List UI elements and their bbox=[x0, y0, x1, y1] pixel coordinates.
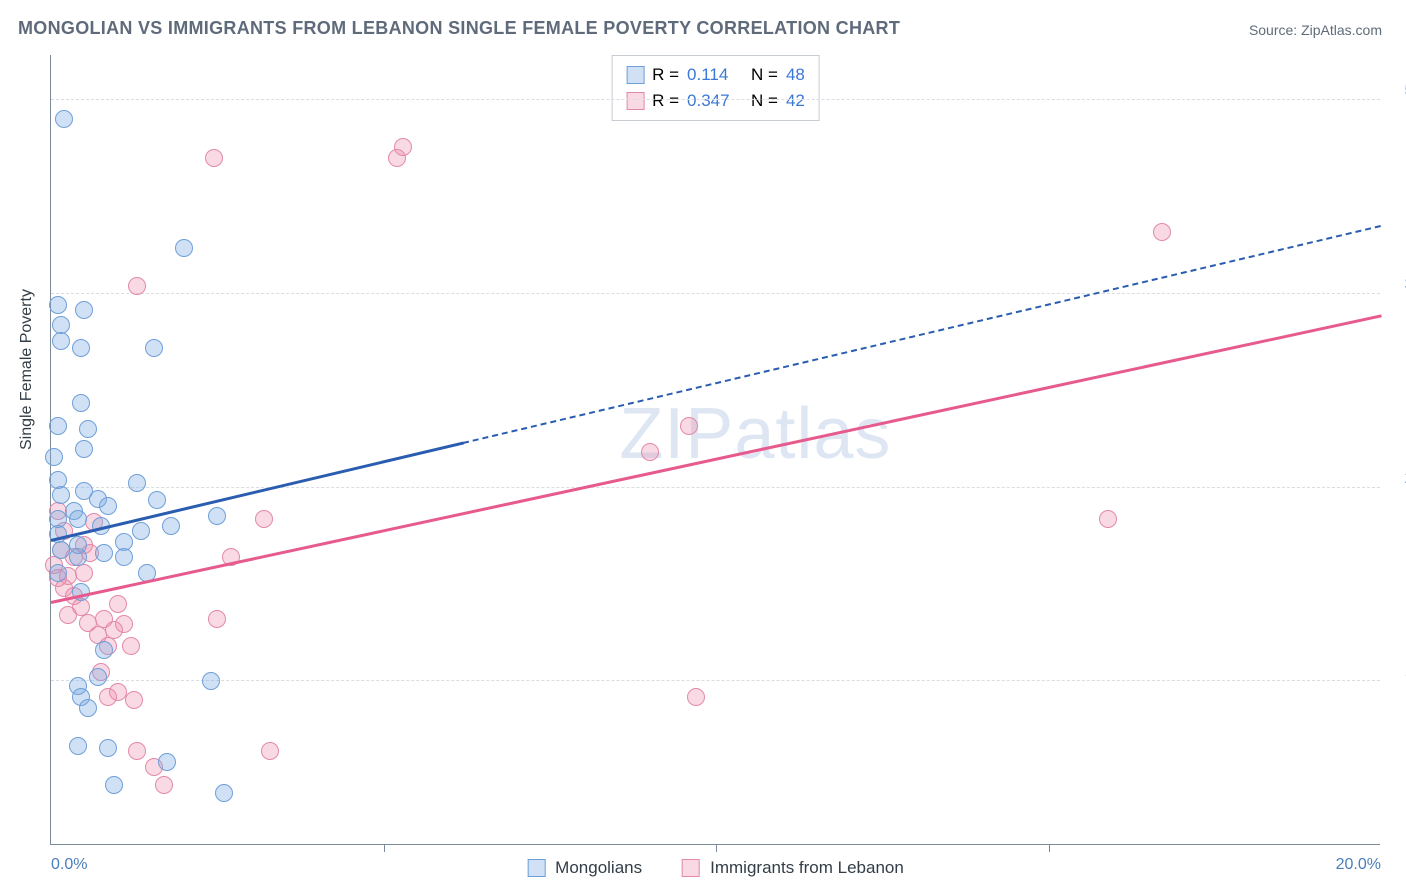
data-point bbox=[72, 339, 90, 357]
data-point bbox=[122, 637, 140, 655]
data-point bbox=[1153, 223, 1171, 241]
swatch-series-a bbox=[626, 66, 644, 84]
scatter-plot: Single Female Poverty ZIPatlas R = 0.114… bbox=[50, 55, 1380, 845]
chart-title: MONGOLIAN VS IMMIGRANTS FROM LEBANON SIN… bbox=[18, 18, 900, 39]
data-point bbox=[162, 517, 180, 535]
source-label: Source: bbox=[1249, 22, 1301, 38]
data-point bbox=[79, 420, 97, 438]
swatch-series-b bbox=[682, 859, 700, 877]
x-tick bbox=[384, 844, 385, 852]
legend-item-b: Immigrants from Lebanon bbox=[682, 858, 904, 878]
data-point bbox=[69, 737, 87, 755]
n-label: N = bbox=[751, 88, 778, 114]
data-point bbox=[99, 497, 117, 515]
data-point bbox=[208, 610, 226, 628]
data-point bbox=[155, 776, 173, 794]
data-point bbox=[115, 548, 133, 566]
data-point bbox=[255, 510, 273, 528]
data-point bbox=[95, 641, 113, 659]
x-tick bbox=[716, 844, 717, 852]
y-tick-label: 37.5% bbox=[1390, 276, 1406, 294]
data-point bbox=[49, 417, 67, 435]
data-point bbox=[109, 595, 127, 613]
data-point bbox=[1099, 510, 1117, 528]
data-point bbox=[99, 739, 117, 757]
data-point bbox=[49, 510, 67, 528]
data-point bbox=[45, 448, 63, 466]
x-tick bbox=[1049, 844, 1050, 852]
series-legend: Mongolians Immigrants from Lebanon bbox=[527, 858, 904, 878]
data-point bbox=[208, 507, 226, 525]
n-label: N = bbox=[751, 62, 778, 88]
r-value-a: 0.114 bbox=[687, 62, 743, 88]
data-point bbox=[69, 536, 87, 554]
stats-legend: R = 0.114 N = 48 R = 0.347 N = 42 bbox=[611, 55, 820, 121]
gridline bbox=[51, 487, 1380, 488]
data-point bbox=[105, 776, 123, 794]
data-point bbox=[132, 522, 150, 540]
data-point bbox=[125, 691, 143, 709]
data-point bbox=[175, 239, 193, 257]
gridline bbox=[51, 680, 1380, 681]
data-point bbox=[215, 784, 233, 802]
data-point bbox=[128, 742, 146, 760]
data-point bbox=[79, 699, 97, 717]
source-credit: Source: ZipAtlas.com bbox=[1249, 22, 1382, 38]
data-point bbox=[69, 510, 87, 528]
data-point bbox=[89, 668, 107, 686]
gridline bbox=[51, 293, 1380, 294]
x-tick-label: 0.0% bbox=[51, 856, 87, 874]
y-axis-label: Single Female Poverty bbox=[18, 289, 36, 450]
data-point bbox=[72, 394, 90, 412]
data-point bbox=[261, 742, 279, 760]
data-point bbox=[202, 672, 220, 690]
trend-line bbox=[51, 314, 1382, 603]
data-point bbox=[145, 339, 163, 357]
r-value-b: 0.347 bbox=[687, 88, 743, 114]
source-link[interactable]: ZipAtlas.com bbox=[1301, 22, 1382, 38]
data-point bbox=[52, 486, 70, 504]
y-tick-label: 12.5% bbox=[1390, 663, 1406, 681]
n-value-a: 48 bbox=[786, 62, 805, 88]
legend-item-a: Mongolians bbox=[527, 858, 642, 878]
watermark: ZIPatlas bbox=[619, 393, 891, 475]
data-point bbox=[158, 753, 176, 771]
data-point bbox=[205, 149, 223, 167]
stats-row-b: R = 0.347 N = 42 bbox=[626, 88, 805, 114]
swatch-series-a bbox=[527, 859, 545, 877]
data-point bbox=[55, 110, 73, 128]
data-point bbox=[687, 688, 705, 706]
stats-row-a: R = 0.114 N = 48 bbox=[626, 62, 805, 88]
data-point bbox=[52, 332, 70, 350]
y-tick-label: 50.0% bbox=[1390, 82, 1406, 100]
data-point bbox=[680, 417, 698, 435]
data-point bbox=[75, 301, 93, 319]
data-point bbox=[49, 564, 67, 582]
y-tick-label: 25.0% bbox=[1390, 470, 1406, 488]
data-point bbox=[49, 471, 67, 489]
data-point bbox=[49, 296, 67, 314]
data-point bbox=[109, 683, 127, 701]
data-point bbox=[128, 474, 146, 492]
data-point bbox=[148, 491, 166, 509]
data-point bbox=[95, 544, 113, 562]
data-point bbox=[115, 615, 133, 633]
data-point bbox=[394, 138, 412, 156]
data-point bbox=[128, 277, 146, 295]
data-point bbox=[75, 564, 93, 582]
data-point bbox=[75, 440, 93, 458]
r-label: R = bbox=[652, 88, 679, 114]
data-point bbox=[641, 443, 659, 461]
legend-label-a: Mongolians bbox=[555, 858, 642, 878]
data-point bbox=[52, 541, 70, 559]
n-value-b: 42 bbox=[786, 88, 805, 114]
x-tick-label: 20.0% bbox=[1336, 856, 1381, 874]
gridline bbox=[51, 99, 1380, 100]
legend-label-b: Immigrants from Lebanon bbox=[710, 858, 904, 878]
trend-line-dashed bbox=[463, 226, 1381, 445]
swatch-series-b bbox=[626, 92, 644, 110]
r-label: R = bbox=[652, 62, 679, 88]
